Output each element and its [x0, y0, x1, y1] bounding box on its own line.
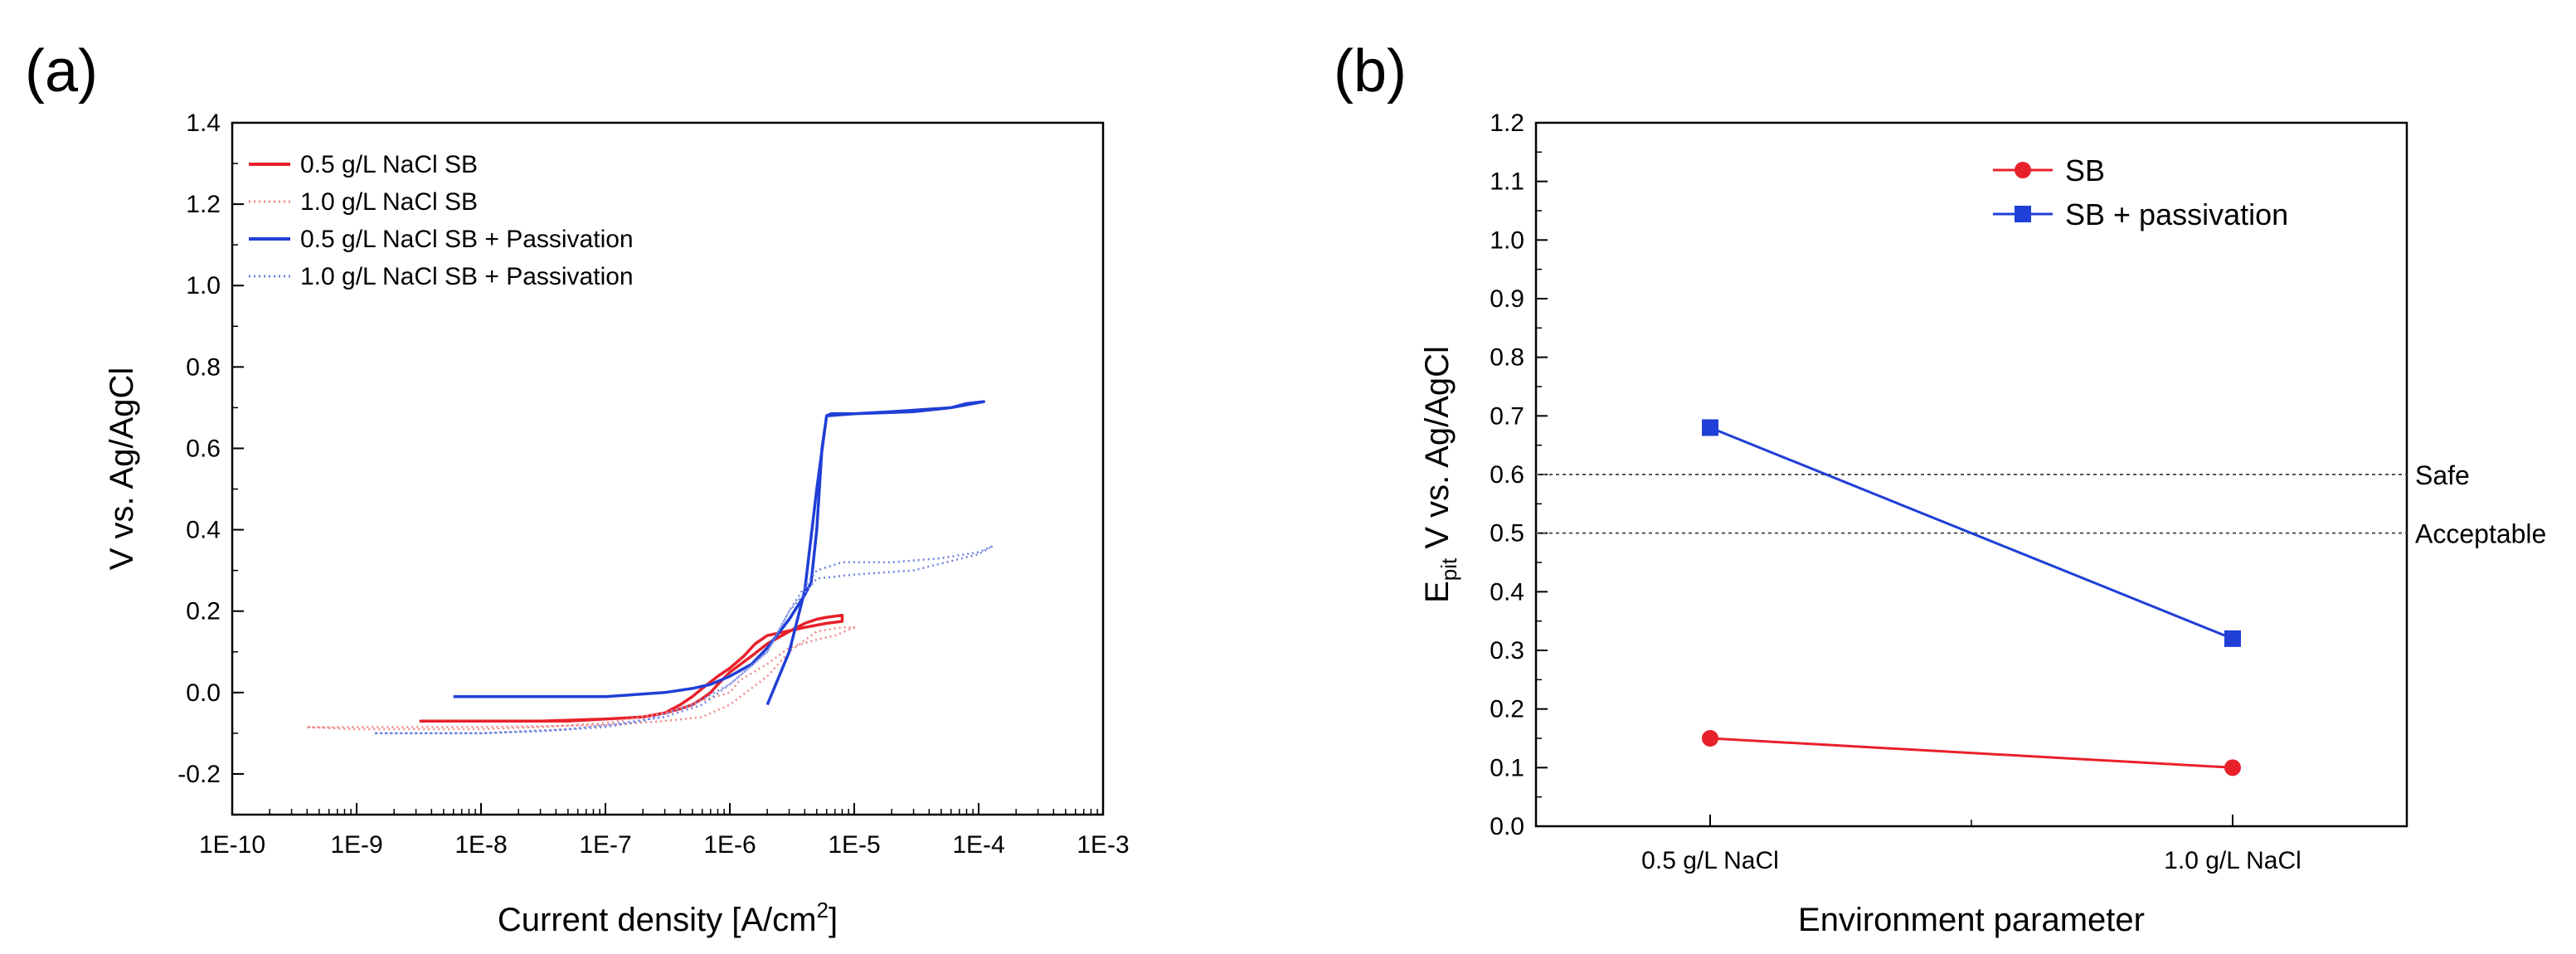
x-tick-label: 1E-10: [199, 831, 265, 859]
y-tick-label: 0.7: [1490, 402, 1524, 430]
y-tick-label: 0.6: [1490, 461, 1524, 489]
panel-a-label: (a): [25, 38, 98, 105]
y-tick-label: 1.1: [1490, 168, 1524, 196]
legend-a-label-2: 1.0 g/L NaCl SB: [300, 188, 478, 216]
panel-a-ticks: [231, 122, 1104, 815]
y-tick-label: 0.6: [186, 435, 221, 462]
y-tick-label: 0.1: [1490, 754, 1524, 781]
x-tick-label: 1E-9: [330, 831, 382, 859]
panel-b-y-tick-labels: 0.0 0.1 0.2 0.3 0.4 0.5 0.6 0.7 0.8 0.9 1.0 1.1 1.2: [1490, 110, 1524, 840]
legend-a-label-3: 0.5 g/L NaCl SB + Passivation: [300, 226, 634, 253]
panel-b-category-label-1: 0.5 g/L NaCl: [1641, 847, 1779, 874]
y-tick-label: 0.2: [1490, 696, 1524, 723]
panel-a-x-tick-labels: 1E-10 1E-9 1E-8 1E-7 1E-6 1E-5 1E-4 1E-3: [199, 831, 1130, 859]
x-tick-label: 1E-6: [703, 831, 756, 859]
data-point-1-1: [1702, 730, 1718, 747]
y-tick-label: -0.2: [177, 761, 221, 788]
x-tick-label: 1E-4: [952, 831, 1004, 859]
panel-b-legend: SB SB + passivation: [1993, 153, 2288, 231]
data-point-2-1: [1702, 419, 1718, 436]
x-tick-label: 1E-7: [579, 831, 631, 859]
y-tick-label: 0.3: [1490, 637, 1524, 664]
y-tick-label: 0.4: [1490, 578, 1524, 606]
legend-b-marker-square: [2015, 206, 2031, 222]
legend-b-label-1: SB: [2065, 153, 2105, 187]
panel-b-series: [1702, 419, 2241, 776]
y-tick-label: 1.0: [186, 272, 221, 299]
panel-a-legend: 0.5 g/L NaCl SB 1.0 g/L NaCl SB 0.5 g/L …: [249, 151, 634, 290]
series-line-3: [453, 400, 985, 706]
panel-b-x-axis-title: Environment parameter: [1798, 902, 2145, 938]
x-tick-label: 1E-8: [454, 831, 507, 859]
data-point-2-2: [2224, 630, 2241, 647]
series-line-sb: [1709, 737, 2233, 769]
y-tick-label: 0.4: [186, 517, 221, 544]
panel-b-reference-lines: Safe Acceptable: [1536, 460, 2546, 549]
panel-a-y-axis-title: V vs. Ag/AgCl: [104, 367, 140, 571]
y-tick-label: 0.0: [1490, 813, 1524, 840]
legend-a-label-1: 0.5 g/L NaCl SB: [300, 151, 478, 178]
panel-b-category-label-2: 1.0 g/L NaCl: [2164, 847, 2301, 874]
y-tick-label: 1.2: [1490, 110, 1524, 137]
legend-a-label-4: 1.0 g/L NaCl SB + Passivation: [300, 263, 634, 290]
panel-b-label: (b): [1334, 38, 1407, 105]
y-tick-label: 1.2: [186, 191, 221, 218]
series-line-2: [307, 626, 856, 731]
panel-a-y-tick-labels: -0.2 0.0 0.2 0.4 0.6 0.8 1.0 1.2 1.4: [177, 110, 221, 788]
reference-line-label-safe: Safe: [2415, 460, 2470, 490]
series-line-4: [374, 544, 994, 735]
y-tick-label: 0.8: [186, 353, 221, 381]
panel-b-y-axis-title: Epit V vs. Ag/AgCl: [1419, 346, 1461, 603]
series-line-1: [419, 613, 844, 723]
panel-b-ticks: [1536, 122, 2233, 827]
legend-b-label-2: SB + passivation: [2065, 197, 2288, 231]
series-line-sb-passivation: [1709, 426, 2233, 640]
legend-b-marker-circle: [2015, 162, 2031, 178]
panel-a: (a) 1E-10 1E-9 1E-8 1E-7 1E-6 1E-5 1E-4 1E-3 -0…: [25, 38, 1130, 938]
y-tick-label: 0.8: [1490, 344, 1524, 372]
y-tick-label: 0.9: [1490, 285, 1524, 313]
data-point-1-2: [2224, 759, 2241, 776]
x-tick-label: 1E-5: [828, 831, 880, 859]
panel-a-plot-frame: [231, 121, 1105, 816]
panel-a-x-axis-title: Current density [A/cm2]: [498, 898, 838, 938]
reference-line-label-acceptable: Acceptable: [2415, 519, 2546, 549]
y-tick-label: 0.0: [186, 679, 221, 707]
y-tick-label: 0.2: [186, 598, 221, 625]
y-tick-label: 0.5: [1490, 520, 1524, 548]
panel-b: (b) 0.0 0.1 0.2 0.3 0.4 0.5 0.6 0.7 0.8 0.9 1.0 1.1…: [1334, 38, 2546, 938]
panel-a-series: [307, 400, 994, 735]
y-tick-label: 1.0: [1490, 226, 1524, 254]
y-tick-label: 1.4: [186, 110, 221, 137]
x-tick-label: 1E-3: [1077, 831, 1129, 859]
